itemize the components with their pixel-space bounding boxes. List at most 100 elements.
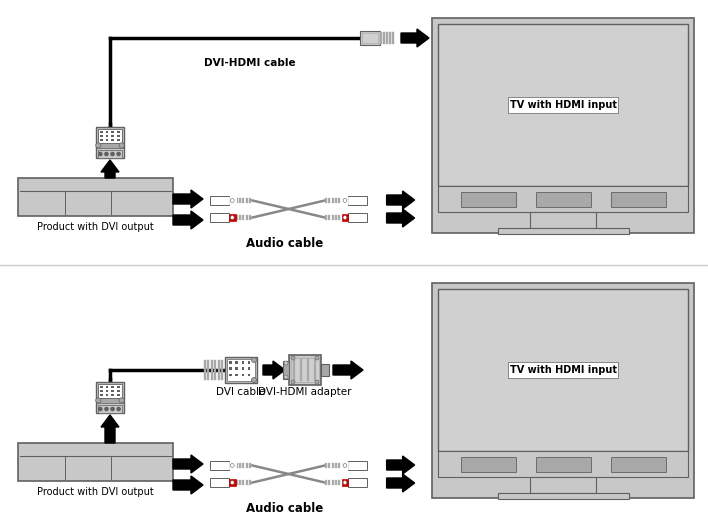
Bar: [210, 360, 212, 380]
Bar: [225, 357, 257, 383]
Polygon shape: [173, 455, 203, 473]
Bar: [229, 374, 232, 376]
Bar: [229, 461, 236, 469]
Bar: [117, 131, 120, 133]
Bar: [111, 394, 114, 396]
Bar: [117, 385, 120, 388]
Bar: [535, 457, 590, 471]
Bar: [210, 478, 229, 487]
Bar: [242, 463, 244, 468]
Bar: [98, 383, 122, 397]
Bar: [338, 215, 341, 220]
Bar: [239, 198, 241, 203]
Bar: [338, 198, 341, 203]
Bar: [101, 131, 103, 133]
Bar: [241, 361, 244, 363]
Circle shape: [119, 398, 125, 403]
Bar: [106, 134, 108, 137]
Bar: [246, 198, 248, 203]
Bar: [248, 374, 251, 376]
Bar: [329, 215, 330, 220]
Polygon shape: [333, 361, 363, 379]
Bar: [362, 33, 378, 43]
Text: DVI-HDMI adapter: DVI-HDMI adapter: [258, 387, 352, 397]
Bar: [210, 213, 229, 222]
Polygon shape: [387, 209, 415, 227]
Bar: [96, 382, 124, 413]
Bar: [106, 131, 108, 133]
Bar: [438, 450, 688, 477]
Circle shape: [111, 152, 114, 155]
Bar: [331, 480, 333, 485]
Bar: [111, 390, 114, 392]
Text: TV with HDMI input: TV with HDMI input: [510, 100, 617, 110]
Bar: [460, 457, 515, 471]
Circle shape: [117, 152, 120, 155]
Polygon shape: [263, 361, 285, 379]
Bar: [498, 228, 629, 234]
Circle shape: [230, 464, 234, 467]
Bar: [98, 405, 122, 413]
Circle shape: [343, 464, 347, 467]
Bar: [96, 127, 124, 158]
Bar: [508, 362, 618, 378]
Bar: [432, 18, 694, 233]
Bar: [18, 443, 173, 481]
Bar: [342, 214, 348, 222]
Bar: [101, 139, 103, 141]
Bar: [235, 361, 238, 363]
Circle shape: [105, 152, 108, 155]
Bar: [236, 215, 238, 220]
Bar: [392, 32, 394, 44]
Bar: [248, 368, 251, 370]
Circle shape: [230, 216, 234, 219]
Bar: [210, 461, 229, 470]
Circle shape: [291, 356, 295, 360]
Bar: [229, 214, 236, 222]
Bar: [117, 394, 120, 396]
Bar: [97, 397, 122, 403]
Bar: [293, 359, 295, 381]
Bar: [610, 457, 666, 471]
Bar: [111, 134, 114, 137]
Circle shape: [343, 198, 347, 202]
Bar: [229, 368, 232, 370]
Bar: [235, 374, 238, 376]
Bar: [239, 215, 241, 220]
Bar: [229, 361, 232, 363]
Bar: [335, 463, 337, 468]
Bar: [460, 192, 515, 206]
Circle shape: [230, 198, 234, 202]
Bar: [249, 198, 251, 203]
Bar: [229, 479, 236, 486]
Bar: [111, 385, 114, 388]
Bar: [329, 480, 330, 485]
Bar: [348, 461, 367, 470]
Bar: [380, 32, 382, 44]
Bar: [101, 390, 103, 392]
Bar: [241, 374, 244, 376]
Circle shape: [343, 481, 347, 485]
Bar: [111, 131, 114, 133]
Bar: [610, 192, 666, 206]
Bar: [307, 359, 309, 381]
Bar: [210, 196, 229, 205]
Circle shape: [343, 216, 347, 219]
Bar: [242, 480, 244, 485]
Bar: [98, 129, 122, 143]
Text: Audio cable: Audio cable: [246, 502, 324, 515]
Bar: [106, 139, 108, 141]
Bar: [348, 478, 367, 487]
Bar: [18, 178, 173, 216]
Bar: [342, 197, 348, 204]
Text: TV with HDMI input: TV with HDMI input: [510, 365, 617, 375]
Bar: [383, 32, 385, 44]
Bar: [335, 480, 337, 485]
Bar: [221, 360, 223, 380]
Bar: [498, 494, 629, 499]
Bar: [249, 463, 251, 468]
Polygon shape: [387, 191, 415, 209]
Bar: [117, 134, 120, 137]
Bar: [342, 461, 348, 469]
Circle shape: [117, 407, 120, 411]
